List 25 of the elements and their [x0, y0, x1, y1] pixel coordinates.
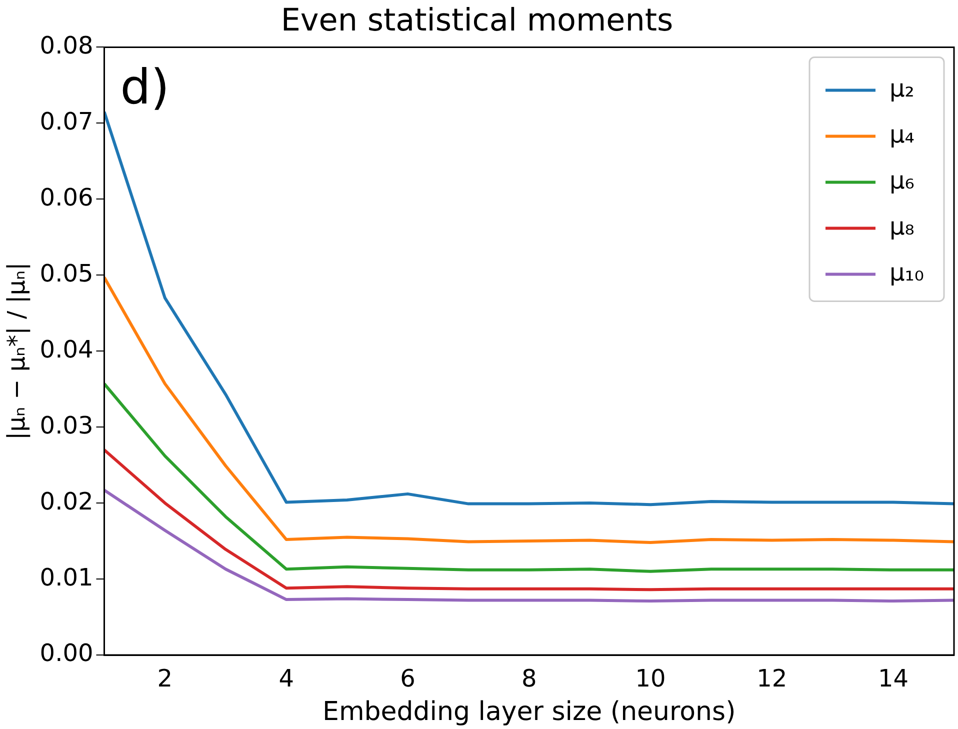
y-tick-label: 0.08: [40, 31, 94, 60]
chart-title: Even statistical moments: [280, 2, 674, 39]
x-tick-label: 14: [878, 664, 909, 693]
y-tick-label: 0.04: [40, 335, 94, 364]
annotation: d): [120, 60, 170, 116]
x-tick-label: 8: [521, 664, 537, 693]
x-axis-title: Embedding layer size (neurons): [322, 697, 736, 728]
y-tick-label: 0.06: [40, 183, 94, 212]
y-tick-label: 0.03: [40, 411, 94, 440]
legend-label: μ₂: [889, 74, 914, 102]
legend-label: μ₄: [889, 120, 914, 148]
y-tick-label: 0.07: [40, 107, 94, 136]
y-axis-title: |μₙ − μₙ*| / |μₙ|: [2, 262, 31, 440]
x-tick-label: 10: [635, 664, 666, 693]
x-tick-label: 12: [756, 664, 788, 693]
legend-label: μ₆: [889, 166, 914, 194]
y-tick-label: 0.02: [40, 487, 94, 516]
legend-label: μ₁₀: [889, 258, 924, 286]
x-tick-label: 4: [278, 664, 294, 693]
y-tick-label: 0.01: [40, 563, 94, 592]
x-tick-label: 2: [157, 664, 173, 693]
y-tick-label: 0.05: [40, 259, 94, 288]
y-tick-label: 0.00: [40, 639, 94, 668]
legend-label: μ₈: [889, 212, 914, 240]
x-tick-label: 6: [400, 664, 416, 693]
